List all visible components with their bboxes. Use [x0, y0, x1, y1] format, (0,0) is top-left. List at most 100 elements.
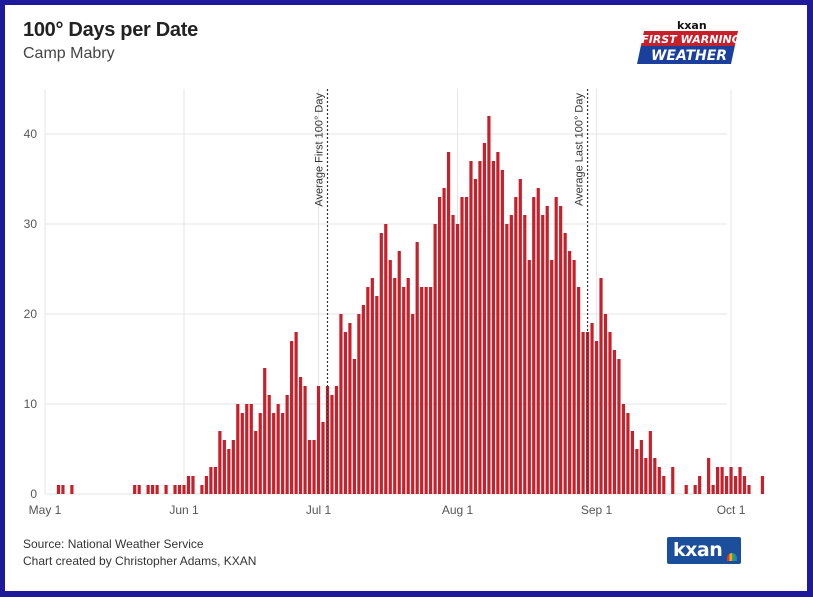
bar-day-42 [227, 449, 231, 494]
bar-day-80 [397, 251, 401, 494]
bar-day-96 [469, 161, 473, 494]
logo-line1: FIRST WARNING [641, 33, 741, 46]
bar-day-149 [707, 458, 711, 494]
bar-day-133 [635, 449, 639, 494]
bar-day-56 [290, 341, 294, 494]
bar-day-89 [437, 197, 442, 494]
bar-day-40 [218, 431, 222, 494]
bar-day-152 [720, 467, 724, 494]
bar-day-86 [424, 287, 428, 494]
bar-day-134 [639, 440, 643, 494]
bar-day-39 [213, 467, 217, 494]
bar-day-147 [698, 476, 702, 494]
bar-day-81 [402, 287, 406, 494]
bar-day-60 [307, 440, 312, 494]
bar-day-64 [325, 386, 330, 494]
bar-day-154 [729, 467, 733, 494]
bar-day-49 [258, 413, 262, 494]
bar-day-55 [285, 395, 289, 494]
annotation-label-2: Average Last 100° Day [574, 93, 586, 207]
bar-day-70 [352, 359, 356, 494]
bar-day-153 [724, 476, 729, 494]
bar-day-75 [375, 296, 379, 494]
chart-subtitle: Camp Mabry [23, 45, 115, 62]
bar-day-84 [415, 242, 419, 494]
annotation-label-1: Average First 100° Day [313, 93, 325, 207]
bar-day-62 [316, 386, 321, 494]
bar-day-34 [191, 476, 195, 494]
bar-day-32 [182, 485, 186, 494]
x-tick-label: Sep 1 [581, 503, 613, 517]
bar-day-128 [612, 350, 617, 494]
bar-chart: 0 10 20 30 40 May 1 Jun 1 Jul 1 Aug 1 Sep 1 Oct 1 A… [24, 89, 765, 517]
bar-day-150 [711, 485, 715, 494]
bar-day-156 [738, 467, 742, 494]
bar-day-97 [473, 179, 478, 494]
bar-day-126 [603, 314, 608, 494]
bar-day-30 [173, 485, 177, 494]
bar-day-52 [272, 413, 276, 494]
bar-day-151 [716, 467, 720, 494]
bar-day-113 [545, 206, 549, 494]
bar-day-108 [523, 215, 527, 494]
logo-line2: WEATHER [651, 48, 727, 64]
bar-day-137 [653, 458, 657, 494]
bar-day-90 [442, 188, 446, 494]
bar-day-48 [254, 431, 258, 494]
bar-day-5 [61, 485, 65, 494]
bar-day-79 [393, 278, 397, 494]
bar-day-144 [684, 485, 688, 494]
bar-day-130 [621, 404, 626, 494]
bar-day-94 [460, 197, 464, 494]
bar-day-87 [429, 287, 433, 494]
bar-day-66 [334, 386, 339, 494]
bar-day-111 [536, 188, 540, 494]
bar-day-53 [276, 404, 280, 494]
bar-day-104 [505, 224, 509, 494]
bar-day-101 [491, 161, 495, 494]
bar-day-61 [312, 440, 316, 494]
x-tick-label: May 1 [29, 503, 62, 517]
bar-day-76 [379, 233, 383, 494]
bar-day-44 [236, 404, 240, 494]
bar-day-38 [209, 467, 213, 494]
bar-day-46 [245, 404, 249, 494]
bar-day-22 [137, 485, 141, 494]
bar-day-36 [200, 485, 204, 494]
bar-day-117 [563, 233, 567, 494]
bar-day-78 [388, 260, 392, 494]
x-tick-label: Jul 1 [306, 503, 332, 517]
bar-day-50 [263, 368, 267, 494]
bar-day-41 [222, 440, 226, 494]
bar-day-58 [298, 377, 303, 494]
bar-day-106 [514, 197, 518, 494]
kxan-footer-logo: kxan [667, 537, 741, 564]
bar-day-28 [164, 485, 168, 494]
y-tick-label: 30 [24, 217, 38, 231]
bar-day-69 [348, 323, 352, 494]
bar-day-105 [509, 215, 513, 494]
bar-day-109 [527, 260, 531, 494]
bar-day-72 [361, 305, 365, 494]
bar-day-85 [420, 287, 424, 494]
bar-day-67 [339, 314, 343, 494]
bar-day-33 [186, 476, 191, 494]
bar-day-146 [693, 485, 697, 494]
bar-day-136 [648, 431, 652, 494]
bar-day-47 [249, 404, 253, 494]
bar-day-102 [496, 152, 500, 494]
bar-day-77 [384, 224, 388, 494]
kxan-footer-logo-text: kxan [673, 539, 723, 561]
y-tick-label: 40 [24, 127, 38, 141]
bar-day-7 [70, 485, 74, 494]
bar-day-112 [541, 215, 545, 494]
bar-day-161 [760, 476, 765, 494]
bar-day-123 [590, 323, 594, 494]
bar-day-125 [599, 278, 603, 494]
bar-day-63 [321, 422, 325, 494]
bar-day-93 [455, 224, 460, 494]
bar-day-124 [594, 341, 599, 494]
bar-day-118 [568, 251, 572, 494]
bar-day-110 [532, 197, 536, 494]
bar-day-155 [733, 476, 738, 494]
